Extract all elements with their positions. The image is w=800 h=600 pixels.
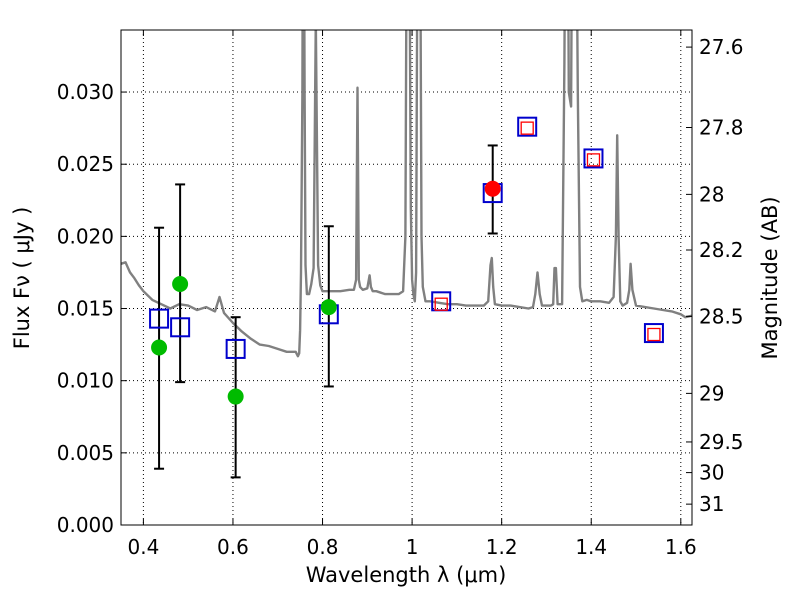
- y-tick-labels: 0.000 0.005 0.010 0.015 0.020 0.025 0.030: [57, 80, 114, 537]
- nondetection-point: [434, 297, 448, 311]
- model-photometry-point: [583, 148, 604, 169]
- observed-ir-point: [484, 180, 501, 197]
- model-spectrum-line: [121, 30, 692, 358]
- model-photometry-point: [149, 308, 170, 329]
- magnitude-tick-labels: 27.6 27.8 28 28.2 28.5 29 29.5 30 31: [699, 35, 744, 516]
- y-tick-label: 0.000: [57, 513, 114, 537]
- y-tick-label: 0.030: [57, 80, 114, 104]
- magnitude-tick-label: 29: [699, 381, 724, 405]
- x-tick-label: 0.4: [127, 535, 159, 559]
- x-axis-label: Wavelength λ (μm): [306, 563, 507, 587]
- magnitude-tick-label: 29.5: [699, 430, 744, 454]
- y-tick-label: 0.010: [57, 369, 114, 393]
- model-photometry-point: [643, 323, 664, 344]
- observed-photometry-point: [172, 275, 189, 292]
- magnitude-axis-label: Magnitude (AB): [758, 196, 782, 359]
- nondetection-point: [586, 153, 601, 167]
- x-tick-label: 0.6: [217, 535, 249, 559]
- ticks: [121, 30, 692, 526]
- model-photometry-point: [225, 338, 246, 359]
- model-photometry-point: [517, 116, 538, 137]
- model-photometry-point: [170, 317, 191, 338]
- y-tick-label: 0.020: [57, 224, 114, 248]
- magnitude-tick-label: 30: [699, 461, 724, 485]
- magnitude-tick-label: 28.2: [699, 238, 744, 262]
- magnitude-tick-label: 31: [699, 492, 724, 516]
- model-spectrum: [121, 30, 692, 358]
- y-tick-label: 0.005: [57, 441, 114, 465]
- nondetection-point: [647, 327, 661, 342]
- grid: [121, 30, 692, 526]
- x-tick-label: 1.4: [575, 535, 607, 559]
- x-tick-label: 1: [406, 535, 419, 559]
- observed-photometry-point: [320, 299, 337, 316]
- x-tick-label: 0.8: [307, 535, 339, 559]
- y-tick-label: 0.015: [57, 297, 114, 321]
- nondetection-point: [520, 121, 534, 135]
- magnitude-tick-label: 28: [699, 182, 724, 206]
- plot-frame: [120, 29, 693, 526]
- y-tick-label: 0.025: [57, 152, 114, 176]
- magnitude-tick-label: 27.8: [699, 115, 744, 139]
- magnitude-tick-label: 28.5: [699, 304, 744, 328]
- y-axis-label: Flux Fν ( μJy ): [10, 207, 34, 350]
- x-tick-label: 1.6: [665, 535, 697, 559]
- magnitude-tick-label: 27.6: [699, 35, 744, 59]
- x-tick-label: 1.2: [486, 535, 518, 559]
- observed-photometry-point: [151, 339, 168, 356]
- markers: [149, 116, 664, 405]
- observed-photometry-point: [227, 388, 244, 405]
- x-tick-labels: 0.4 0.6 0.8 1 1.2 1.4 1.6: [127, 535, 696, 559]
